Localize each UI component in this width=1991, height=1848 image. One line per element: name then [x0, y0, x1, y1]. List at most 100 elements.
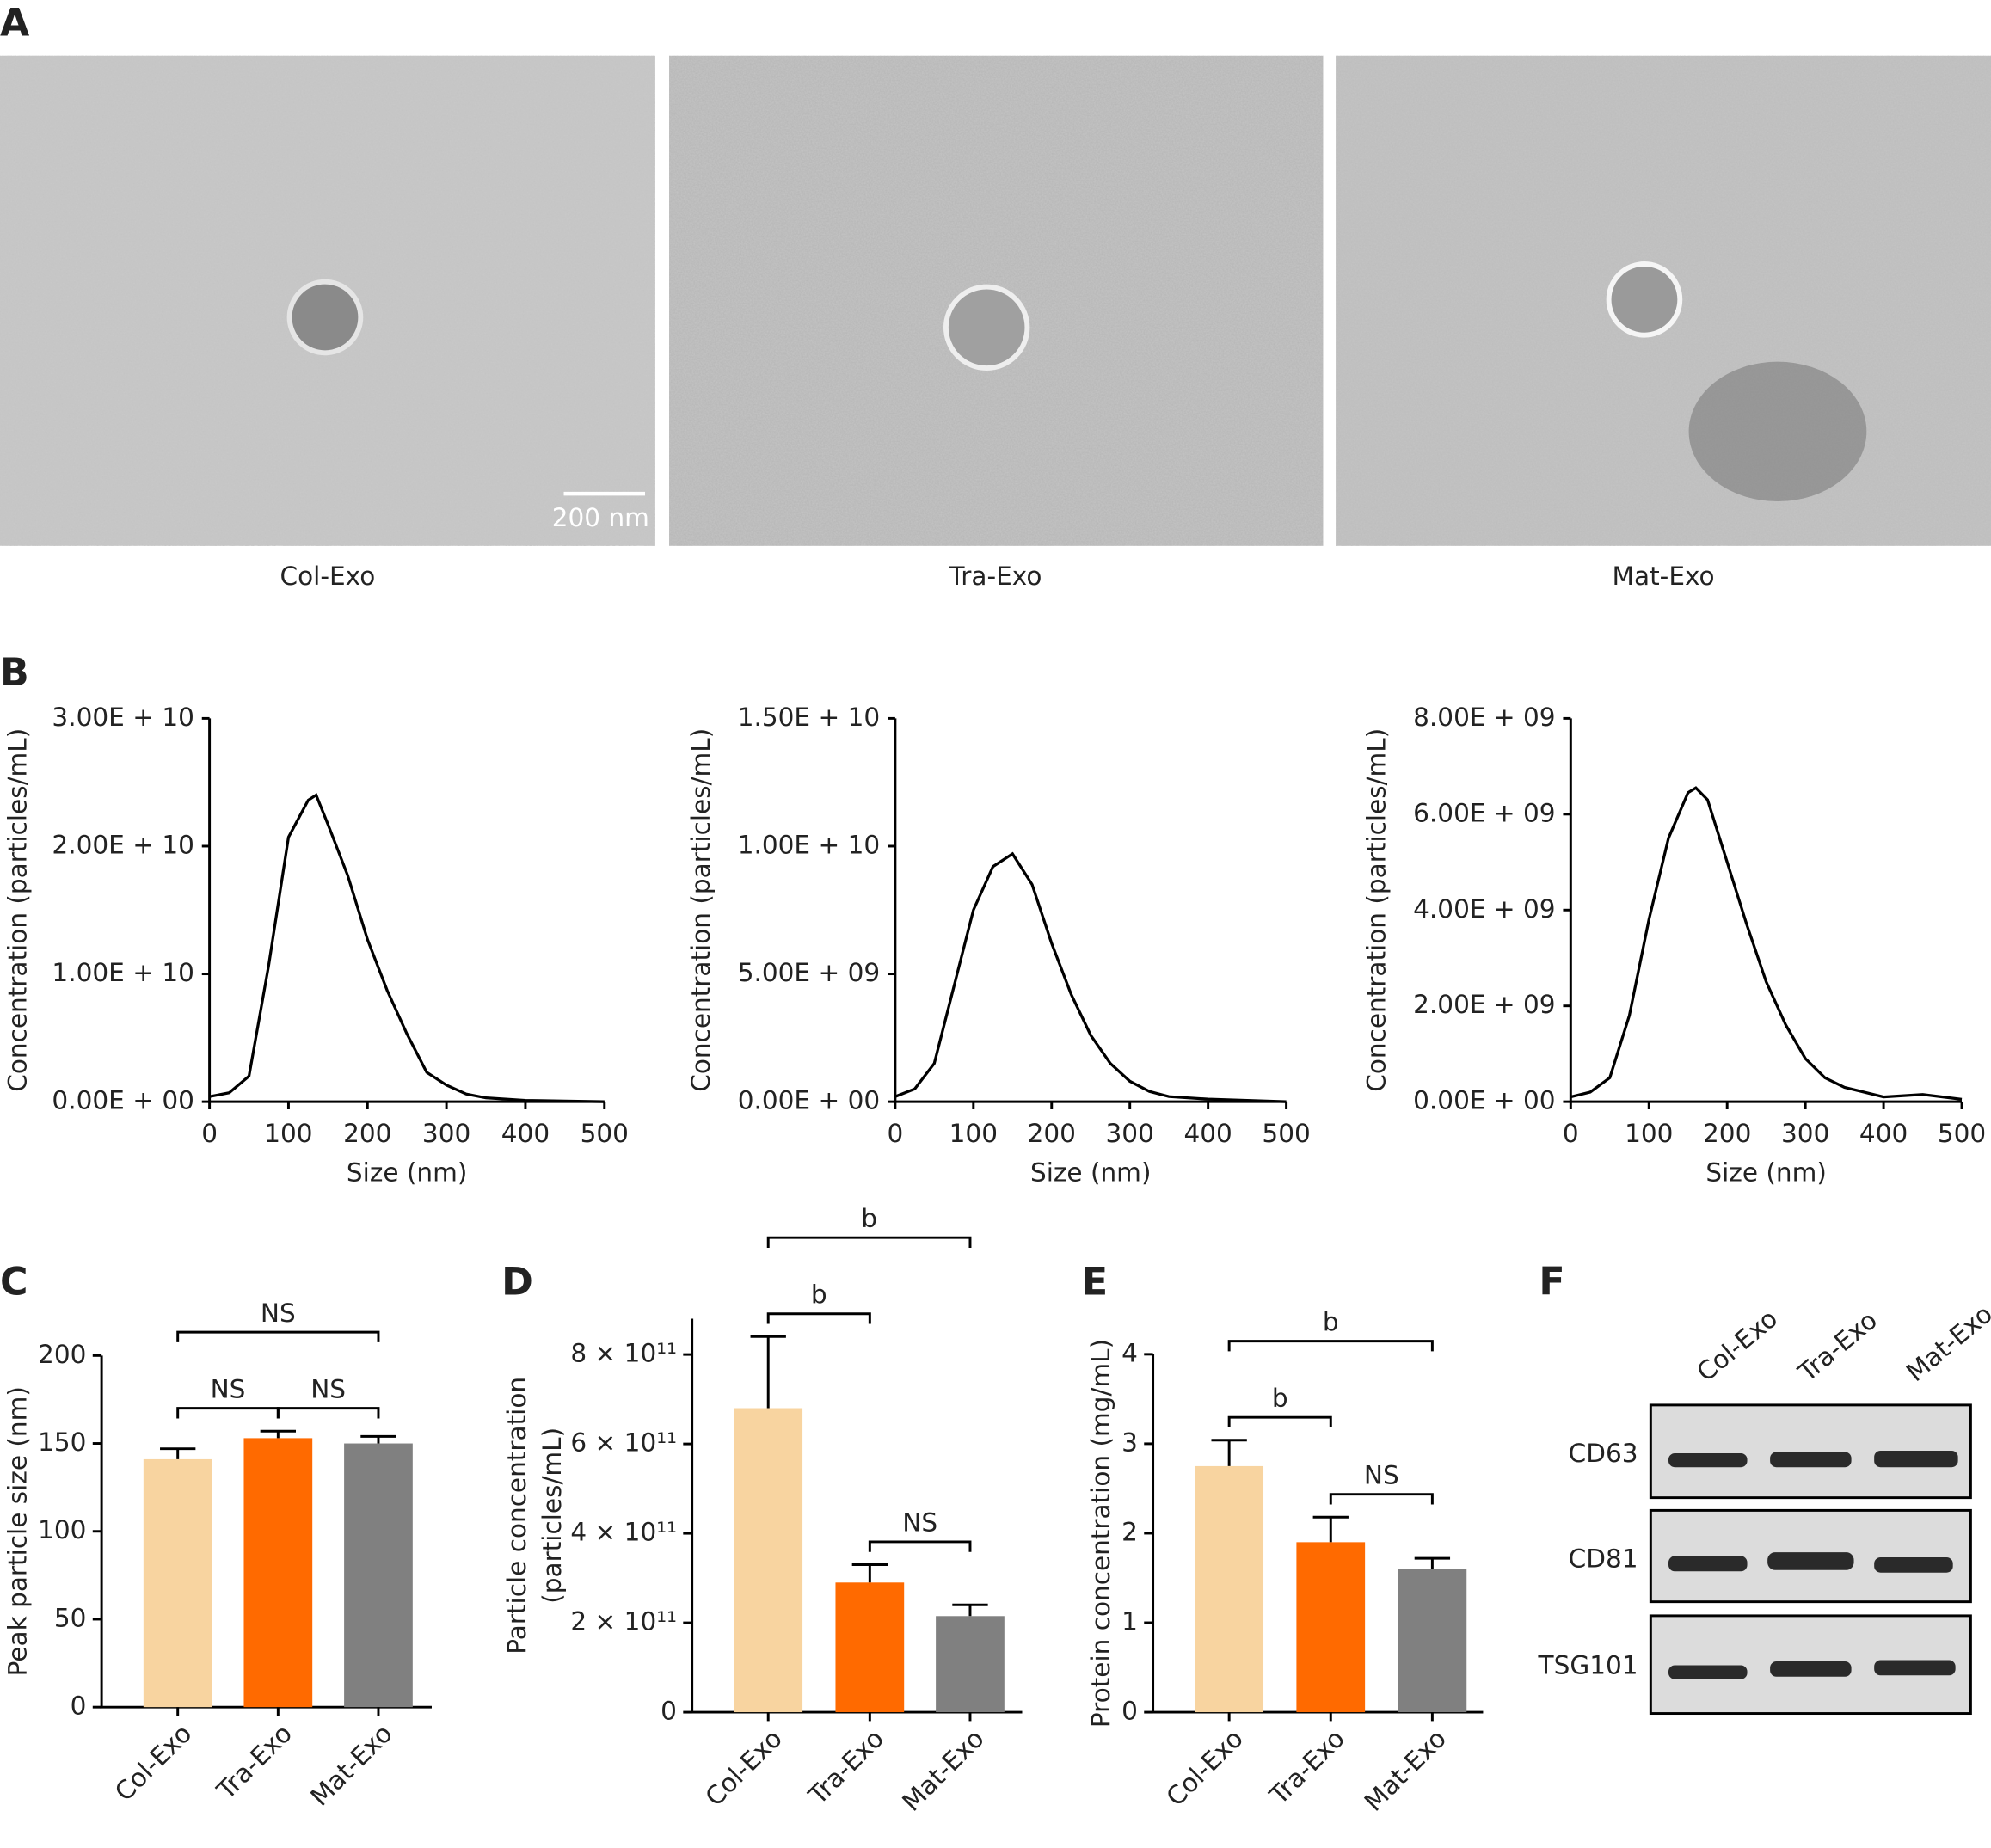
x-tick-label: 0: [201, 1119, 218, 1148]
x-tick-label: Tra-Exo: [1263, 1724, 1350, 1811]
y-tick-label: 4 × 10¹¹: [570, 1518, 677, 1547]
axes: [894, 718, 1287, 1103]
axes: [1569, 718, 1963, 1103]
bar: [243, 1438, 313, 1708]
y-tick-label: 6 × 10¹¹: [570, 1428, 677, 1458]
x-tick-label: 500: [581, 1119, 629, 1148]
y-tick-label: 8.00E + 09: [1413, 703, 1555, 732]
x-axis-label: Size (nm): [347, 1158, 467, 1188]
x-tick-label: 0: [887, 1119, 903, 1148]
significance-label: NS: [902, 1508, 937, 1538]
panel-label: D: [501, 1261, 533, 1305]
x-tick-label: Col-Exo: [700, 1724, 788, 1812]
panel-label: A: [0, 2, 30, 46]
y-tick-label: 0: [661, 1697, 677, 1726]
y-axis-label: Particle concentration: [502, 1377, 532, 1655]
panel-label: F: [1539, 1261, 1564, 1305]
y-tick-label: 50: [54, 1603, 87, 1632]
x-tick-label: 300: [422, 1119, 470, 1148]
band: [1874, 1660, 1956, 1676]
y-tick-label: 150: [38, 1427, 86, 1457]
significance-bracket: [1227, 1340, 1434, 1352]
band: [1874, 1451, 1958, 1468]
y-tick-label: 5.00E + 09: [738, 958, 880, 987]
significance-label: NS: [310, 1374, 346, 1403]
significance-bracket: [1329, 1493, 1434, 1505]
y-tick-label: 0: [1121, 1697, 1138, 1726]
y-axis-label: Protein concentration (mg/mL): [1086, 1339, 1115, 1728]
bar: [344, 1443, 413, 1708]
band: [1668, 1452, 1748, 1468]
bar: [936, 1616, 1005, 1713]
y-tick-label: 2: [1121, 1517, 1138, 1546]
vesicle: [943, 284, 1030, 371]
curve: [1570, 786, 1963, 1101]
y-tick-label: 4.00E + 09: [1413, 894, 1555, 924]
bar: [835, 1582, 905, 1713]
lane-label: Col-Exo: [1691, 1304, 1783, 1387]
bar: [143, 1458, 212, 1708]
y-tick-label: 6.00E + 09: [1413, 798, 1555, 827]
y-tick-label: 0.00E + 00: [738, 1086, 880, 1115]
y-axis-label: Concentration (particles/mL): [3, 728, 33, 1092]
scale-bar-label: 200 nm: [552, 503, 649, 532]
y-tick-label: 1.00E + 10: [52, 958, 194, 987]
y-tick-label: 1.00E + 10: [738, 830, 880, 859]
bar: [1296, 1542, 1366, 1713]
x-tick-label: 100: [264, 1119, 312, 1148]
x-tick-label: Mat-Exo: [897, 1724, 990, 1817]
x-tick-label: 100: [949, 1119, 998, 1148]
significance-bracket: [868, 1540, 972, 1552]
significance-bracket: [276, 1407, 380, 1419]
y-axis-label: Concentration (particles/mL): [686, 728, 716, 1092]
protein-label: CD81: [1569, 1544, 1638, 1573]
x-tick-label: 500: [1262, 1119, 1310, 1148]
significance-label: b: [811, 1280, 827, 1310]
y-axis-label: Peak particle size (nm): [3, 1386, 33, 1676]
bar: [1398, 1569, 1467, 1713]
x-tick-label: 200: [343, 1119, 391, 1148]
y-tick-label: 8 × 10¹¹: [570, 1339, 677, 1368]
y-tick-label: 0.00E + 00: [52, 1086, 194, 1115]
tem-caption: Mat-Exo: [1613, 562, 1715, 591]
significance-bracket: [766, 1236, 972, 1249]
x-tick-label: 200: [1703, 1119, 1751, 1148]
panel-label: E: [1082, 1261, 1108, 1305]
x-tick-label: 400: [1183, 1119, 1232, 1148]
tem-images: 200 nm Col-Exo Tra-Exo Mat-Exo: [0, 55, 1991, 591]
significance-label: NS: [261, 1299, 296, 1328]
panel-label: B: [0, 651, 29, 695]
vesicle: [286, 279, 364, 356]
y-tick-label: 1.50E + 10: [738, 703, 880, 732]
significance-bracket: [1227, 1415, 1332, 1427]
x-tick-label: 200: [1028, 1119, 1076, 1148]
y-tick-label: 0.00E + 00: [1413, 1086, 1555, 1115]
tem-caption: Col-Exo: [280, 562, 376, 591]
y-tick-label: 100: [38, 1515, 86, 1544]
x-axis-label: Size (nm): [1705, 1158, 1826, 1188]
band: [1874, 1557, 1953, 1573]
y-tick-label: 1: [1121, 1607, 1138, 1636]
vesicle: [1606, 261, 1683, 338]
y-tick-label: 4: [1121, 1338, 1138, 1367]
significance-label: NS: [1364, 1461, 1399, 1490]
x-tick-label: 0: [1563, 1119, 1579, 1148]
y-tick-label: 2.00E + 09: [1413, 990, 1555, 1019]
x-tick-label: 500: [1938, 1119, 1986, 1148]
tem-caption: Tra-Exo: [949, 562, 1042, 591]
x-tick-label: 400: [1859, 1119, 1908, 1148]
bar: [734, 1408, 803, 1713]
x-tick-label: 400: [501, 1119, 550, 1148]
western-blot: Col-Exo Tra-Exo Mat-Exo CD63 CD81 TSG101: [1538, 1299, 1991, 1716]
lane-label: Mat-Exo: [1901, 1299, 1991, 1388]
x-tick-label: Mat-Exo: [305, 1719, 398, 1812]
y-tick-label: 3.00E + 10: [52, 703, 194, 732]
band: [1668, 1556, 1748, 1572]
y-tick-label: 2 × 10¹¹: [570, 1607, 677, 1636]
significance-label: NS: [211, 1374, 246, 1403]
significance-label: b: [1272, 1384, 1288, 1413]
tem-shadow: [1688, 361, 1867, 502]
y-tick-label: 2.00E + 10: [52, 830, 194, 859]
band: [1668, 1665, 1748, 1679]
x-tick-label: 300: [1106, 1119, 1154, 1148]
